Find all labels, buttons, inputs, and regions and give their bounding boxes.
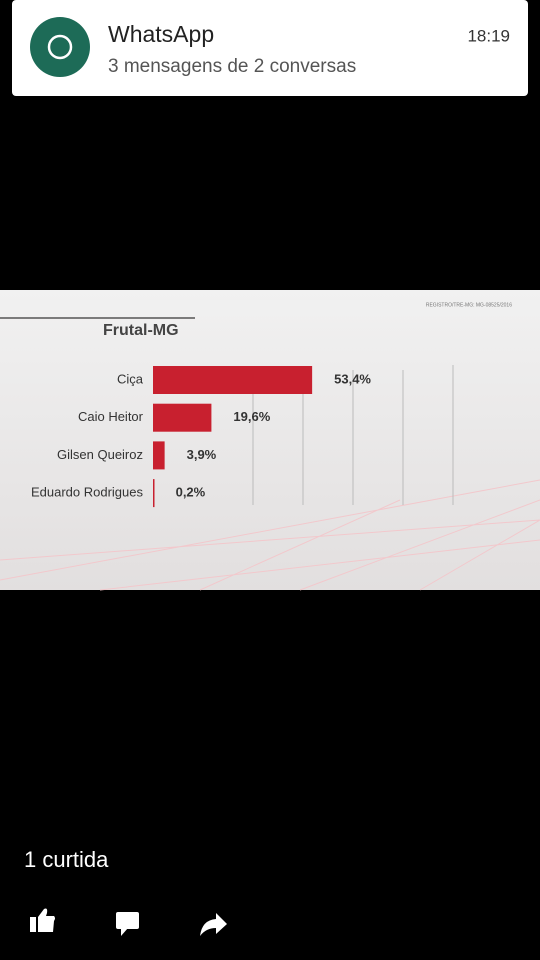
app-name: WhatsApp xyxy=(108,21,214,47)
chart-image xyxy=(0,290,540,590)
share-button[interactable] xyxy=(200,913,227,936)
value-label: 3,9% xyxy=(187,447,217,462)
decor-lines xyxy=(0,479,540,591)
bar xyxy=(153,366,313,394)
chart-title: Frutal-MG xyxy=(103,322,179,339)
notification-time: 18:19 xyxy=(467,26,510,45)
app-icon-glyph xyxy=(47,34,73,60)
category-label: Ciça xyxy=(117,371,144,386)
bar xyxy=(153,479,155,508)
notification-text: 3 mensagens de 2 conversas xyxy=(108,56,356,77)
bar xyxy=(153,441,165,470)
comment-button[interactable] xyxy=(116,912,139,936)
like-button[interactable] xyxy=(30,908,55,933)
notification-card[interactable] xyxy=(12,0,528,96)
decor-grid xyxy=(252,365,454,505)
bar xyxy=(153,403,212,432)
registration-note: REGISTRO/TRE-MG: MG-08525/2016 xyxy=(426,302,512,308)
category-label: Caio Heitor xyxy=(78,409,144,424)
value-label: 53,4% xyxy=(334,371,371,386)
category-label: Eduardo Rodrigues xyxy=(31,485,144,500)
app-icon xyxy=(30,17,90,77)
category-label: Gilsen Queiroz xyxy=(57,447,143,462)
value-label: 19,6% xyxy=(233,409,270,424)
value-label: 0,2% xyxy=(176,485,206,500)
likes-count: 1 curtida xyxy=(24,847,109,872)
